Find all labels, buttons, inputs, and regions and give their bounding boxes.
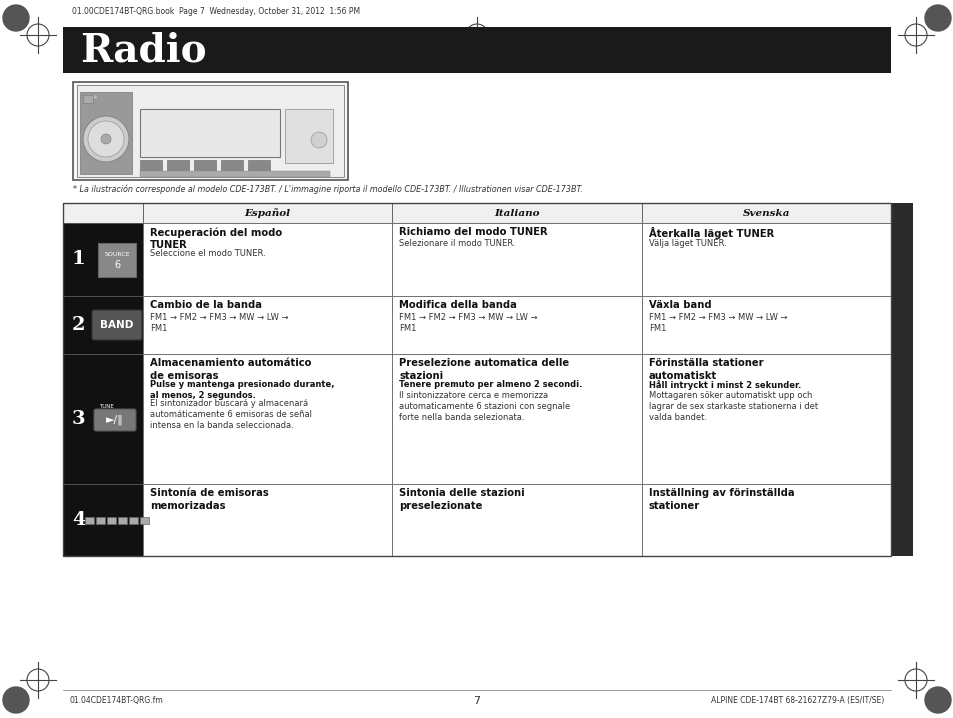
Text: Svenska: Svenska bbox=[741, 208, 789, 218]
FancyBboxPatch shape bbox=[91, 310, 142, 340]
Bar bbox=[63, 354, 143, 484]
Circle shape bbox=[88, 121, 124, 157]
Text: ←A.ME: ←A.ME bbox=[96, 411, 113, 416]
Bar bbox=[641, 203, 890, 223]
Text: ALPINE CDE-174BT 68-21627Z79-A (ES/IT/SE): ALPINE CDE-174BT 68-21627Z79-A (ES/IT/SE… bbox=[710, 696, 883, 706]
Text: Recuperación del modo
TUNER: Recuperación del modo TUNER bbox=[150, 227, 282, 251]
Text: Mottagaren söker automatiskt upp och
lagrar de sex starkaste stationerna i det
v: Mottagaren söker automatiskt upp och lag… bbox=[648, 391, 817, 421]
Text: Radio: Radio bbox=[80, 31, 207, 69]
Text: 7: 7 bbox=[473, 696, 480, 706]
Bar bbox=[392, 354, 641, 484]
Text: Seleccione el modo TUNER.: Seleccione el modo TUNER. bbox=[150, 249, 266, 258]
Text: BAND: BAND bbox=[100, 320, 133, 330]
Bar bbox=[85, 516, 94, 523]
Circle shape bbox=[924, 687, 950, 713]
Text: 2: 2 bbox=[71, 316, 86, 334]
Bar bbox=[143, 223, 392, 296]
Text: Pulse y mantenga presionado durante,
al menos, 2 segundos.: Pulse y mantenga presionado durante, al … bbox=[150, 380, 335, 400]
Bar bbox=[248, 160, 270, 173]
Bar bbox=[77, 85, 344, 177]
Bar bbox=[63, 296, 143, 354]
Bar bbox=[143, 296, 392, 354]
Bar bbox=[140, 171, 330, 177]
Bar bbox=[392, 296, 641, 354]
Text: Förinställa stationer
automatiskt: Förinställa stationer automatiskt bbox=[648, 358, 762, 381]
Bar bbox=[83, 95, 92, 103]
Bar bbox=[63, 203, 143, 223]
Text: Selezionare il modo TUNER.: Selezionare il modo TUNER. bbox=[399, 240, 516, 248]
Bar bbox=[63, 223, 143, 296]
Bar bbox=[167, 160, 189, 173]
Bar bbox=[143, 203, 392, 223]
Text: * La ilustración corresponde al modelo CDE-173BT. / L'immagine riporta il modell: * La ilustración corresponde al modelo C… bbox=[73, 184, 582, 193]
Bar bbox=[641, 484, 890, 556]
Bar bbox=[63, 484, 143, 556]
Text: TUNE: TUNE bbox=[99, 404, 113, 409]
Bar bbox=[63, 203, 890, 556]
Bar bbox=[118, 516, 127, 523]
Bar bbox=[285, 109, 333, 163]
Circle shape bbox=[101, 134, 111, 144]
Bar bbox=[392, 223, 641, 296]
Bar bbox=[193, 160, 215, 173]
Bar bbox=[129, 516, 138, 523]
Text: Håll intryckt i minst 2 sekunder.: Håll intryckt i minst 2 sekunder. bbox=[648, 380, 801, 390]
Bar bbox=[641, 354, 890, 484]
Bar bbox=[83, 95, 97, 99]
Bar bbox=[107, 516, 116, 523]
Text: Preselezione automatica delle
stazioni: Preselezione automatica delle stazioni bbox=[399, 358, 569, 381]
FancyBboxPatch shape bbox=[94, 409, 136, 431]
Circle shape bbox=[3, 5, 29, 31]
Text: FM1 → FM2 → FM3 → MW → LW →
FM1: FM1 → FM2 → FM3 → MW → LW → FM1 bbox=[648, 312, 786, 332]
Text: SOURCE: SOURCE bbox=[104, 252, 130, 257]
Text: Växla band: Växla band bbox=[648, 300, 711, 310]
Text: FM1 → FM2 → FM3 → MW → LW →
FM1: FM1 → FM2 → FM3 → MW → LW → FM1 bbox=[150, 312, 288, 332]
Text: Italiano: Italiano bbox=[494, 208, 539, 218]
Bar bbox=[890, 203, 912, 556]
Bar bbox=[63, 27, 890, 73]
Text: 3: 3 bbox=[71, 410, 86, 428]
Text: 01.04CDE174BT-QRG.fm: 01.04CDE174BT-QRG.fm bbox=[70, 696, 164, 706]
Text: Cambio de la banda: Cambio de la banda bbox=[150, 300, 262, 310]
Bar bbox=[143, 484, 392, 556]
Circle shape bbox=[83, 116, 129, 162]
Bar bbox=[221, 160, 243, 173]
Bar bbox=[143, 354, 392, 484]
Bar bbox=[140, 109, 280, 157]
Text: ►/‖: ►/‖ bbox=[106, 415, 124, 425]
Text: Modifica della banda: Modifica della banda bbox=[399, 300, 517, 310]
Bar bbox=[140, 516, 149, 523]
Text: Välja läget TUNER.: Välja läget TUNER. bbox=[648, 240, 725, 248]
Text: Español: Español bbox=[244, 208, 291, 218]
Bar bbox=[641, 223, 890, 296]
Circle shape bbox=[924, 5, 950, 31]
Bar bbox=[73, 82, 348, 180]
Bar bbox=[392, 203, 641, 223]
Bar bbox=[98, 243, 136, 276]
Text: Inställning av förinställda
stationer: Inställning av förinställda stationer bbox=[648, 488, 794, 510]
Text: El sintonizador buscará y almacenará
automáticamente 6 emisoras de señal
intensa: El sintonizador buscará y almacenará aut… bbox=[150, 399, 312, 430]
Bar bbox=[140, 160, 162, 173]
Text: Tenere premuto per almeno 2 secondi.: Tenere premuto per almeno 2 secondi. bbox=[399, 380, 582, 389]
Bar bbox=[641, 296, 890, 354]
Text: Sintonía de emisoras
memorizadas: Sintonía de emisoras memorizadas bbox=[150, 488, 269, 510]
Text: 6: 6 bbox=[113, 259, 120, 269]
Text: 4: 4 bbox=[71, 511, 86, 529]
Text: FM1 → FM2 → FM3 → MW → LW →
FM1: FM1 → FM2 → FM3 → MW → LW → FM1 bbox=[399, 312, 537, 332]
Bar bbox=[392, 484, 641, 556]
Text: 01.00CDE174BT-QRG.book  Page 7  Wednesday, October 31, 2012  1:56 PM: 01.00CDE174BT-QRG.book Page 7 Wednesday,… bbox=[71, 6, 359, 16]
Text: 1: 1 bbox=[71, 251, 86, 269]
Text: Återkalla läget TUNER: Återkalla läget TUNER bbox=[648, 227, 773, 239]
Text: Almacenamiento automático
de emisoras: Almacenamiento automático de emisoras bbox=[150, 358, 311, 381]
Circle shape bbox=[311, 132, 327, 148]
Bar bbox=[96, 516, 105, 523]
Circle shape bbox=[3, 687, 29, 713]
Text: Sintonia delle stazioni
preselezionate: Sintonia delle stazioni preselezionate bbox=[399, 488, 524, 510]
Text: Il sintonizzatore cerca e memorizza
automaticamente 6 stazioni con segnale
forte: Il sintonizzatore cerca e memorizza auto… bbox=[399, 391, 570, 421]
Text: Richiamo del modo TUNER: Richiamo del modo TUNER bbox=[399, 227, 547, 237]
Bar bbox=[80, 92, 132, 174]
